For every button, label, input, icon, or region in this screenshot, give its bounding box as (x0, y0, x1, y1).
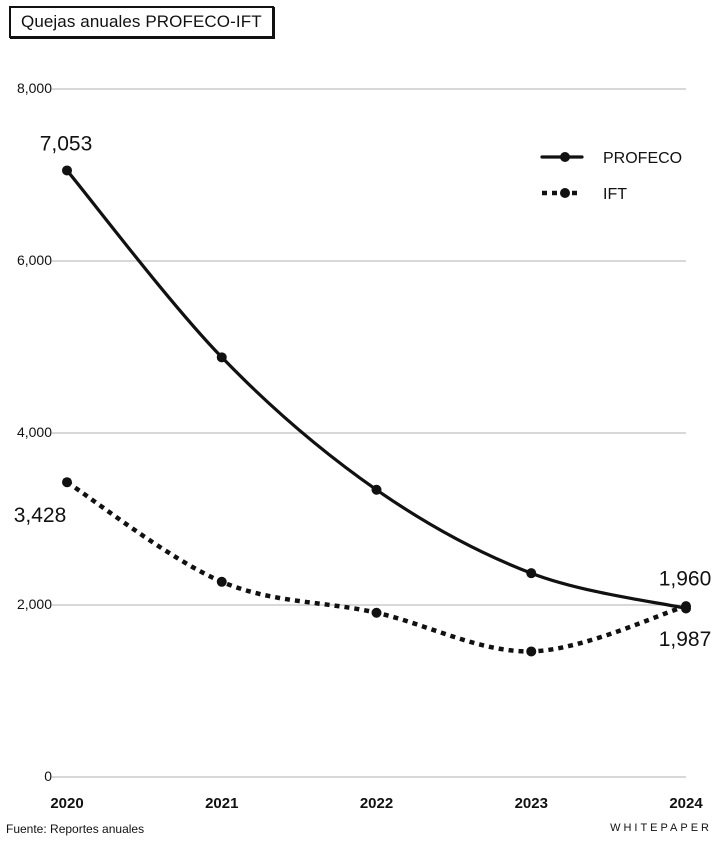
legend-marker-profeco (560, 152, 570, 162)
data-point-profeco-2023 (526, 568, 537, 579)
x-tick-label-2020: 2020 (50, 795, 83, 812)
data-label-ift-2020: 3,428 (14, 504, 67, 527)
data-label-profeco-2024: 1,960 (659, 567, 712, 590)
brand-logo: WHITEPAPER (610, 822, 712, 834)
data-point-ift-2022 (371, 607, 382, 618)
data-label-profeco-2020: 7,053 (40, 132, 93, 155)
x-tick-label-2021: 2021 (205, 795, 238, 812)
data-label-ift-2024: 1,987 (659, 628, 712, 651)
legend-marker-ift (560, 188, 570, 198)
x-tick-label-2024: 2024 (669, 795, 703, 812)
data-point-ift-2024 (681, 601, 691, 612)
data-point-profeco-2022 (371, 484, 382, 495)
y-tick-label-8000: 8,000 (17, 80, 52, 96)
series-line-profeco (65, 168, 688, 610)
data-point-profeco-2020 (62, 165, 72, 176)
source-note: Fuente: Reportes anuales (6, 822, 145, 836)
y-tick-label-0: 0 (44, 768, 52, 784)
data-point-ift-2021 (216, 576, 227, 587)
y-tick-label-6000: 6,000 (17, 252, 52, 268)
x-tick-label-2022: 2022 (360, 795, 393, 812)
y-tick-label-4000: 4,000 (17, 424, 52, 440)
legend-label-profeco: PROFECO (603, 150, 682, 167)
chart-title: Quejas anuales PROFECO-IFT (9, 6, 274, 38)
legend-label-ift: IFT (603, 186, 627, 203)
series-line-ift (65, 480, 687, 654)
x-tick-label-2023: 2023 (515, 795, 548, 812)
data-point-ift-2023 (526, 646, 537, 657)
y-tick-label-2000: 2,000 (17, 596, 52, 612)
data-point-profeco-2021 (216, 352, 227, 363)
data-point-ift-2020 (62, 477, 72, 488)
